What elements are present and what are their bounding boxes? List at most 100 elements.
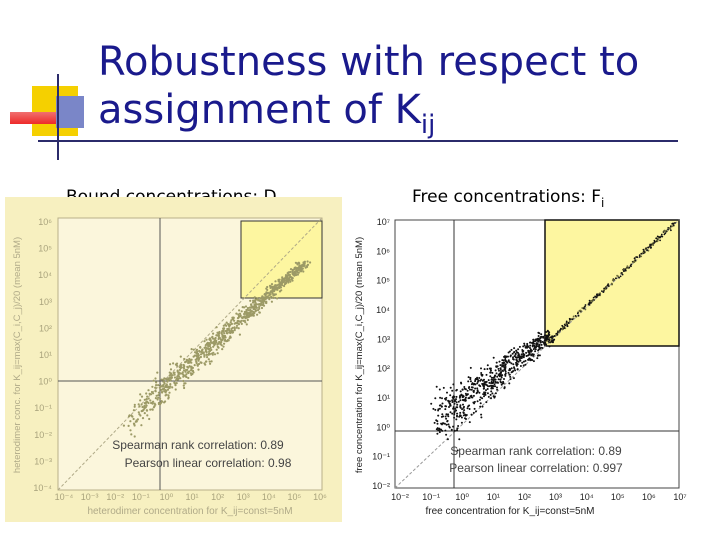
left-data-point: [168, 377, 171, 380]
left-data-point: [283, 284, 286, 288]
right-data-point: [525, 354, 528, 357]
right-data-point: [664, 232, 667, 235]
left-ytick-label-9: 10⁵: [38, 244, 52, 254]
right-data-point: [596, 294, 598, 297]
left-data-point: [242, 319, 245, 322]
right-data-point: [544, 337, 547, 340]
left-data-point: [231, 331, 235, 334]
left-data-point: [247, 312, 250, 315]
left-data-point: [195, 352, 198, 355]
right-data-point: [467, 405, 470, 408]
left-data-point: [255, 303, 258, 306]
right-data-point: [607, 284, 609, 287]
right-data-point: [543, 339, 546, 342]
right-data-point: [528, 353, 531, 355]
right-data-point: [529, 348, 532, 351]
right-data-point: [476, 389, 479, 392]
right-xtick-label-4: 10²: [518, 492, 531, 502]
left-data-point: [258, 299, 262, 302]
right-data-point: [504, 356, 507, 359]
left-data-point: [303, 260, 306, 263]
right-data-point: [546, 335, 549, 338]
right-data-point: [441, 397, 443, 400]
right-data-point: [531, 341, 533, 344]
left-data-point: [297, 261, 300, 264]
left-data-point: [237, 323, 240, 326]
right-data-point: [459, 399, 462, 402]
right-data-point: [472, 394, 475, 397]
right-data-point: [478, 384, 481, 387]
right-data-point: [449, 394, 452, 397]
right-data-point: [434, 408, 437, 411]
left-data-point: [182, 375, 185, 378]
right-data-point: [463, 386, 466, 388]
left-data-point: [188, 361, 191, 364]
left-data-point: [287, 279, 290, 282]
right-data-point: [473, 402, 476, 405]
left-data-point: [235, 312, 238, 315]
left-data-point: [266, 285, 269, 289]
left-xtick-label-9: 10⁵: [288, 492, 302, 502]
right-data-point: [485, 401, 488, 404]
left-data-point: [205, 338, 208, 341]
right-data-point: [504, 372, 507, 375]
right-data-point: [453, 413, 456, 416]
right-data-point: [583, 306, 586, 308]
right-data-point: [511, 352, 514, 355]
right-data-point: [595, 296, 598, 298]
left-data-point: [217, 335, 220, 339]
left-data-point: [227, 339, 230, 342]
left-data-point: [199, 345, 202, 349]
left-data-point: [208, 349, 212, 353]
left-data-point: [295, 269, 298, 273]
left-data-point: [269, 290, 272, 293]
left-ytick-label-6: 10²: [39, 323, 52, 333]
left-data-point: [298, 266, 301, 269]
right-data-point: [497, 367, 500, 370]
right-data-point: [643, 251, 646, 254]
left-data-point: [122, 424, 125, 427]
right-data-point: [541, 347, 544, 349]
left-data-point: [138, 405, 141, 408]
left-data-point: [194, 351, 197, 354]
right-data-point: [492, 385, 495, 388]
right-data-point: [456, 415, 458, 418]
right-data-point: [480, 372, 483, 374]
right-data-point: [484, 381, 487, 384]
left-data-point: [212, 332, 215, 335]
left-data-point: [184, 375, 188, 378]
left-data-point: [236, 321, 239, 324]
right-data-point: [571, 318, 574, 321]
right-xtick-label-0: 10⁻²: [391, 492, 409, 502]
right-data-point: [535, 342, 538, 345]
left-data-point: [248, 312, 251, 315]
right-data-point: [521, 350, 524, 353]
left-caption-subscript: ij: [276, 196, 284, 210]
right-data-point: [455, 409, 458, 412]
left-annotation-pearson: Pearson linear correlation: 0.98: [125, 456, 292, 470]
right-data-point: [510, 348, 513, 351]
right-data-point: [548, 337, 551, 339]
right-panel-caption: Free concentrations: Fi: [412, 187, 604, 210]
left-data-point: [241, 317, 244, 320]
left-data-point: [284, 277, 287, 280]
right-data-point: [512, 370, 515, 372]
right-data-point: [469, 380, 472, 383]
left-data-point: [127, 424, 130, 427]
left-data-point: [203, 355, 206, 358]
right-data-point: [517, 360, 520, 363]
right-data-point: [514, 356, 517, 359]
right-data-point: [536, 338, 539, 341]
left-data-point: [250, 306, 253, 309]
right-data-point: [492, 376, 495, 379]
left-data-point: [168, 391, 171, 394]
left-data-point: [293, 271, 296, 274]
left-data-point: [286, 276, 289, 279]
right-data-point: [509, 378, 512, 381]
left-data-point: [148, 417, 151, 421]
left-data-point: [211, 335, 214, 338]
right-data-point: [655, 237, 658, 240]
left-data-point: [226, 339, 229, 343]
right-data-point: [582, 307, 585, 310]
left-data-point: [192, 371, 195, 374]
